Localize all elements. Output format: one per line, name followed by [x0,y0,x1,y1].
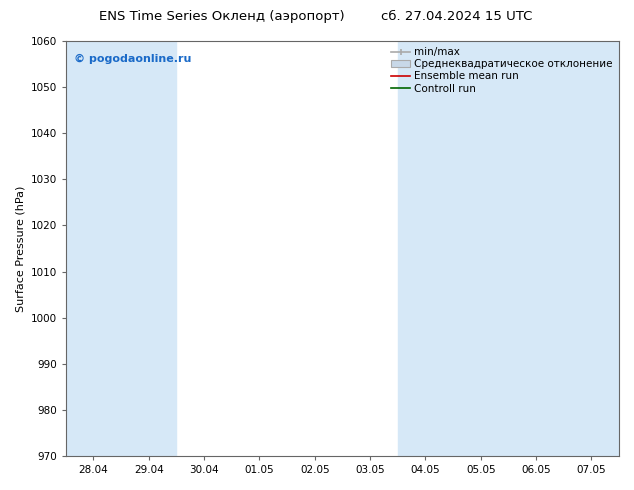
Legend: min/max, Среднеквадратическое отклонение, Ensemble mean run, Controll run: min/max, Среднеквадратическое отклонение… [387,43,617,98]
Bar [66,41,176,456]
Text: © pogodaonline.ru: © pogodaonline.ru [74,53,191,64]
Bar [508,41,619,456]
Bar [398,41,508,456]
Text: сб. 27.04.2024 15 UTC: сб. 27.04.2024 15 UTC [381,10,532,23]
Text: ENS Time Series Окленд (аэропорт): ENS Time Series Окленд (аэропорт) [99,10,345,23]
Y-axis label: Surface Pressure (hPa): Surface Pressure (hPa) [15,185,25,312]
